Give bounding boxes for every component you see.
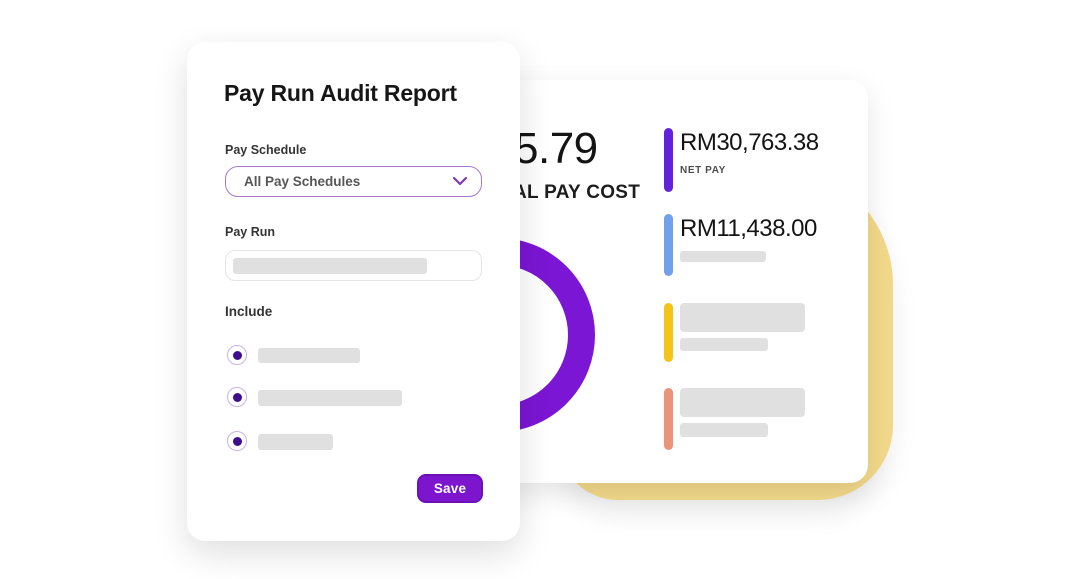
stat-label: NET PAY	[680, 165, 726, 176]
pay-run-value-placeholder	[233, 258, 427, 274]
stat-value: RM30,763.38	[680, 129, 819, 156]
include-option-3-label-placeholder	[258, 434, 333, 450]
pay-run-audit-modal: Pay Run Audit Report Pay Schedule All Pa…	[187, 42, 520, 541]
save-button[interactable]: Save	[417, 474, 483, 503]
stat-value: RM11,438.00	[680, 215, 817, 242]
stat-color-bar	[664, 214, 673, 276]
stat-net-pay: RM30,763.38 NET PAY	[664, 128, 864, 192]
include-option-2-label-placeholder	[258, 390, 402, 406]
chevron-down-icon	[453, 177, 467, 186]
modal-title: Pay Run Audit Report	[224, 80, 457, 106]
stat-label-placeholder	[680, 251, 766, 262]
total-pay-cost-value: 5.79	[514, 124, 598, 173]
stat-label-placeholder	[680, 423, 768, 437]
include-label: Include	[225, 304, 273, 319]
include-option-3-radio[interactable]	[227, 431, 247, 451]
pay-run-input[interactable]	[225, 250, 482, 281]
pay-run-label: Pay Run	[225, 225, 276, 239]
include-option-2-radio[interactable]	[227, 387, 247, 407]
stat-color-bar	[664, 388, 673, 450]
pay-schedule-label: Pay Schedule	[225, 143, 307, 157]
pay-schedule-selected-value: All Pay Schedules	[244, 174, 361, 189]
total-pay-cost-label: AL PAY COST	[513, 182, 641, 203]
stat-second: RM11,438.00	[664, 214, 864, 276]
include-option-1-radio[interactable]	[227, 345, 247, 365]
stat-value-placeholder	[680, 303, 805, 332]
pay-schedule-select[interactable]: All Pay Schedules	[225, 166, 482, 197]
stat-fourth	[664, 388, 864, 450]
stat-value-placeholder	[680, 388, 805, 417]
stat-color-bar	[664, 303, 673, 362]
stat-label-placeholder	[680, 338, 768, 351]
stat-color-bar	[664, 128, 673, 192]
include-option-1-label-placeholder	[258, 348, 360, 363]
stat-third	[664, 303, 864, 362]
